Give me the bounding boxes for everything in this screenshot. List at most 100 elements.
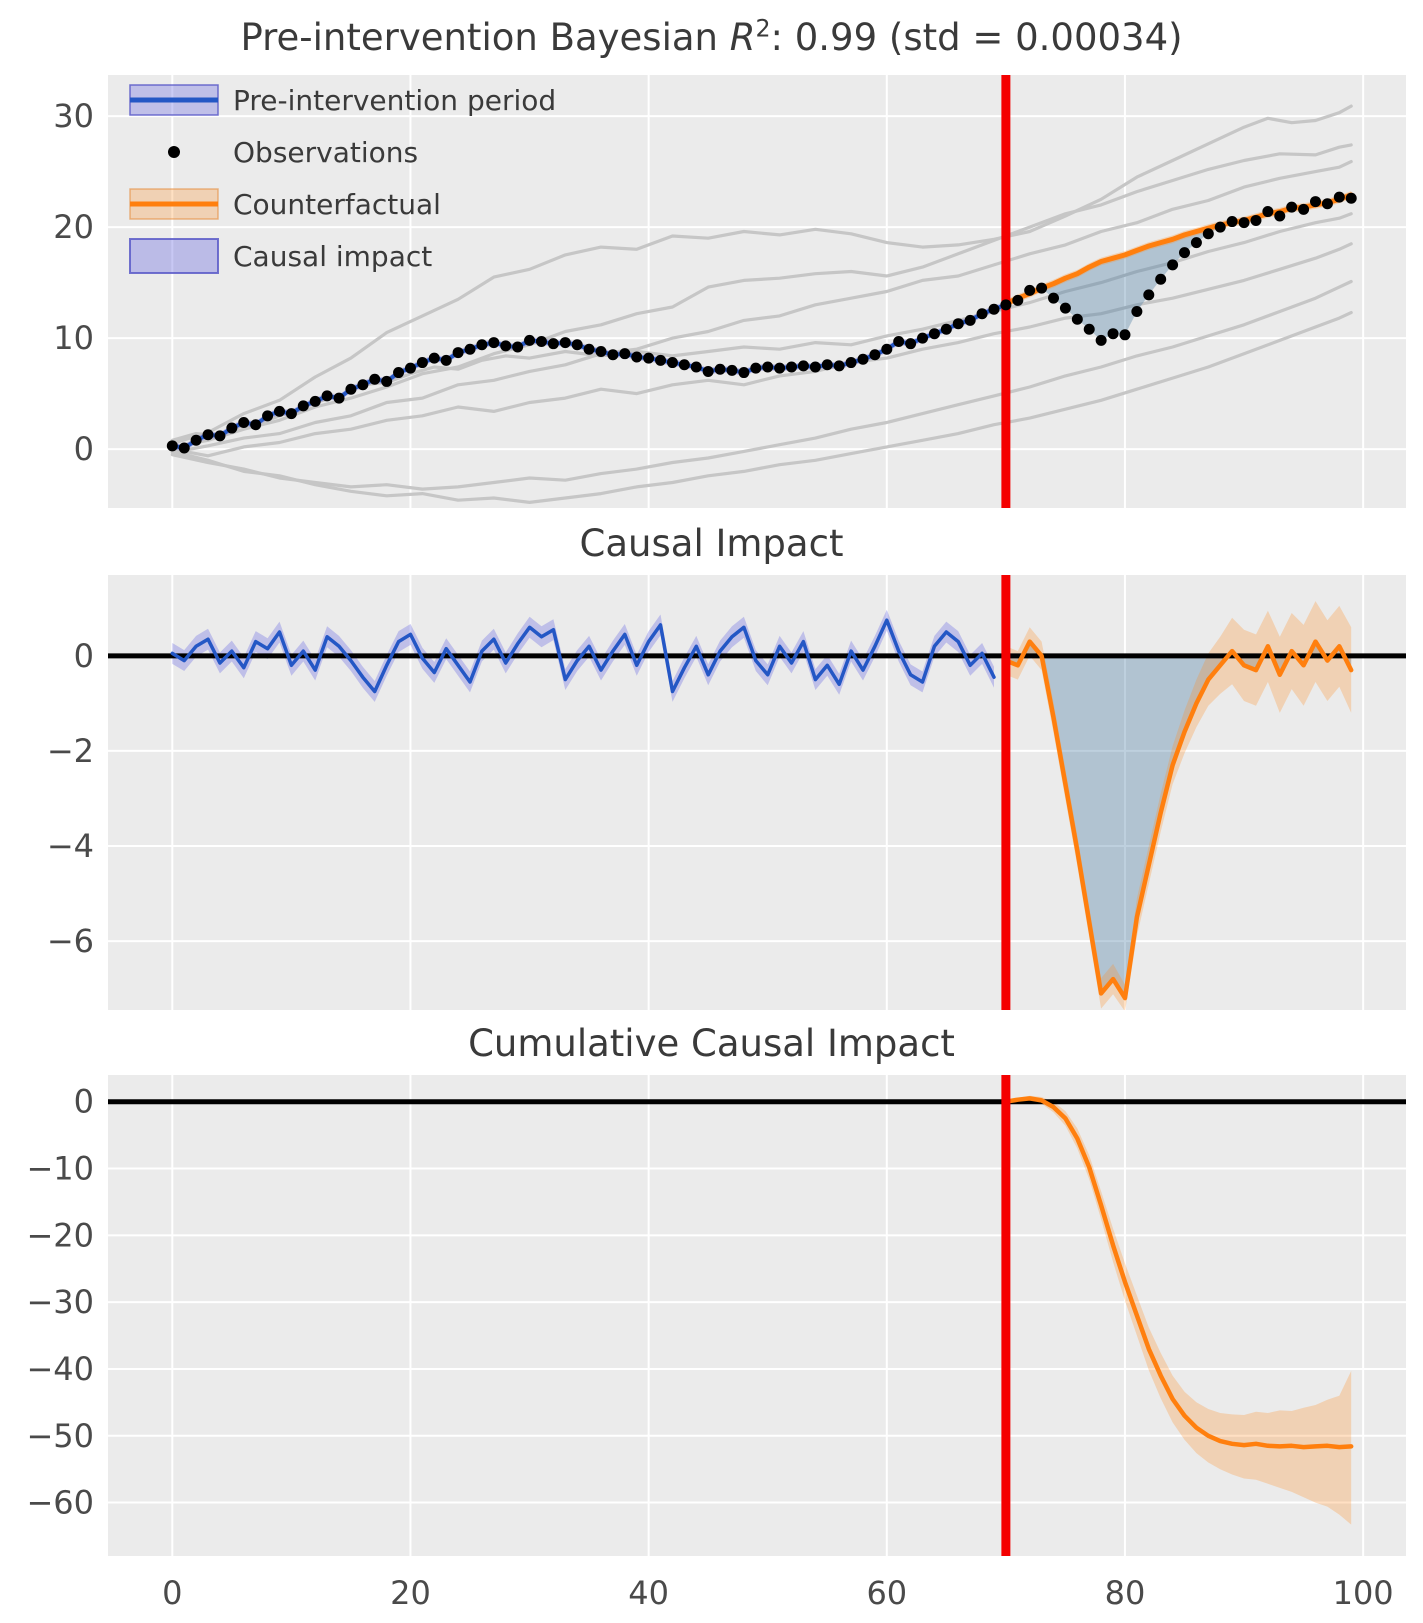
observation-dot [1012, 294, 1024, 306]
observation-dot [535, 335, 547, 347]
observation-dot [631, 351, 643, 363]
plot-area [108, 575, 1406, 1010]
observation-dot [643, 352, 655, 364]
cumulative-causal-impact-panel: 0 −10 −20 −30 −40 −50 −60 0 20 40 60 80 100 [26, 1075, 1406, 1612]
legend-label: Observations [233, 136, 418, 169]
observation-dot [285, 408, 297, 420]
y-tick-label: 0 [74, 1083, 94, 1121]
plot-area [166, 75, 1357, 508]
legend-label: Counterfactual [233, 188, 441, 221]
observation-dot [809, 361, 821, 373]
control-line [170, 279, 1353, 491]
legend-label: Causal impact [233, 240, 432, 273]
control-line [170, 311, 1353, 504]
legend-swatch-observations-dot [168, 146, 180, 158]
observation-dot [666, 357, 678, 369]
observation-dot [1262, 206, 1274, 218]
observation-dot [1274, 210, 1286, 222]
observation-dot [428, 352, 440, 364]
causal-impact-fill [1005, 194, 1352, 341]
observation-dot [619, 348, 631, 360]
observation-dot [369, 373, 381, 385]
observation-dot [1119, 329, 1131, 341]
observation-dot [1190, 237, 1202, 249]
observation-dot [964, 314, 976, 326]
plot-area [108, 1075, 1406, 1556]
observation-dot [726, 364, 738, 376]
observation-dot [1238, 217, 1250, 229]
y-tick-labels: 0 −10 −20 −30 −40 −50 −60 [26, 1083, 94, 1522]
observation-dot [1309, 196, 1321, 208]
observation-dot [345, 383, 357, 395]
observation-dot [214, 430, 226, 442]
control-line [170, 104, 1353, 446]
observation-dot [1083, 323, 1095, 335]
observation-dot [547, 338, 559, 350]
observation-dot [500, 340, 512, 352]
observation-dot [738, 367, 750, 379]
observation-dot [774, 362, 786, 374]
observation-dot [297, 400, 309, 412]
observation-dot [1286, 201, 1298, 213]
observation-dot [1298, 203, 1310, 215]
observation-dot [1131, 305, 1143, 317]
observation-dot [166, 440, 178, 452]
observation-dot [678, 359, 690, 371]
observation-dot [512, 341, 524, 353]
observation-dot [821, 359, 833, 371]
y-tick-label: −50 [26, 1417, 94, 1455]
observation-dot [1000, 299, 1012, 311]
observation-dot [1250, 214, 1262, 226]
observation-dot [690, 361, 702, 373]
observation-dot [1321, 198, 1333, 210]
observation-dot [309, 395, 321, 407]
post-impact-line [1003, 639, 1354, 1001]
observation-dot [1143, 289, 1155, 301]
pre-impact-line [170, 618, 996, 694]
observation-dot [262, 410, 274, 422]
y-tick-labels: 0 10 20 30 [53, 97, 94, 468]
observation-dot [917, 332, 929, 344]
observation-dot [476, 339, 488, 351]
observation-dot [238, 417, 250, 429]
observation-dot [190, 434, 202, 446]
observation-dot [1107, 328, 1119, 340]
y-tick-label: −40 [26, 1350, 94, 1388]
cumulative-band [1005, 1095, 1352, 1525]
x-tick-label: 100 [1333, 1574, 1394, 1612]
x-tick-label: 20 [390, 1574, 431, 1612]
observation-dot [464, 343, 476, 355]
control-line [170, 143, 1353, 449]
observation-dot [571, 339, 583, 351]
observation-dot [797, 360, 809, 372]
y-tick-label: −20 [26, 1216, 94, 1254]
x-tick-label: 0 [162, 1574, 182, 1612]
observation-dot [905, 338, 917, 350]
observation-dot [845, 357, 857, 369]
observation-dot [714, 363, 726, 375]
observation-dot [583, 343, 595, 355]
panel-background [108, 75, 1406, 508]
observations-dots [166, 191, 1357, 454]
observation-dot [226, 422, 238, 434]
pre-intervention-panel: Pre-intervention period Observations Count… [53, 75, 1406, 508]
x-tick-label: 60 [866, 1574, 907, 1612]
observation-dot [893, 335, 905, 347]
observation-dot [928, 328, 940, 340]
observation-dot [202, 429, 214, 441]
x-tick-labels: 0 20 40 60 80 100 [162, 1574, 1394, 1612]
observation-dot [1048, 292, 1060, 304]
observation-dot [750, 362, 762, 374]
post-impact-fill [1005, 641, 1352, 999]
panel1-title-prefix: Pre-intervention Bayesian [240, 16, 730, 59]
y-tick-label: 0 [74, 637, 94, 675]
panel2-title: Causal Impact [579, 522, 844, 565]
observation-dot [976, 308, 988, 320]
y-tick-label: −6 [47, 922, 94, 960]
panel1-title-suffix: : 0.99 (std = 0.00034) [770, 16, 1183, 59]
x-tick-label: 40 [628, 1574, 669, 1612]
y-tick-label: 20 [53, 208, 94, 246]
x-tick-label: 80 [1105, 1574, 1146, 1612]
observation-dot [702, 365, 714, 377]
